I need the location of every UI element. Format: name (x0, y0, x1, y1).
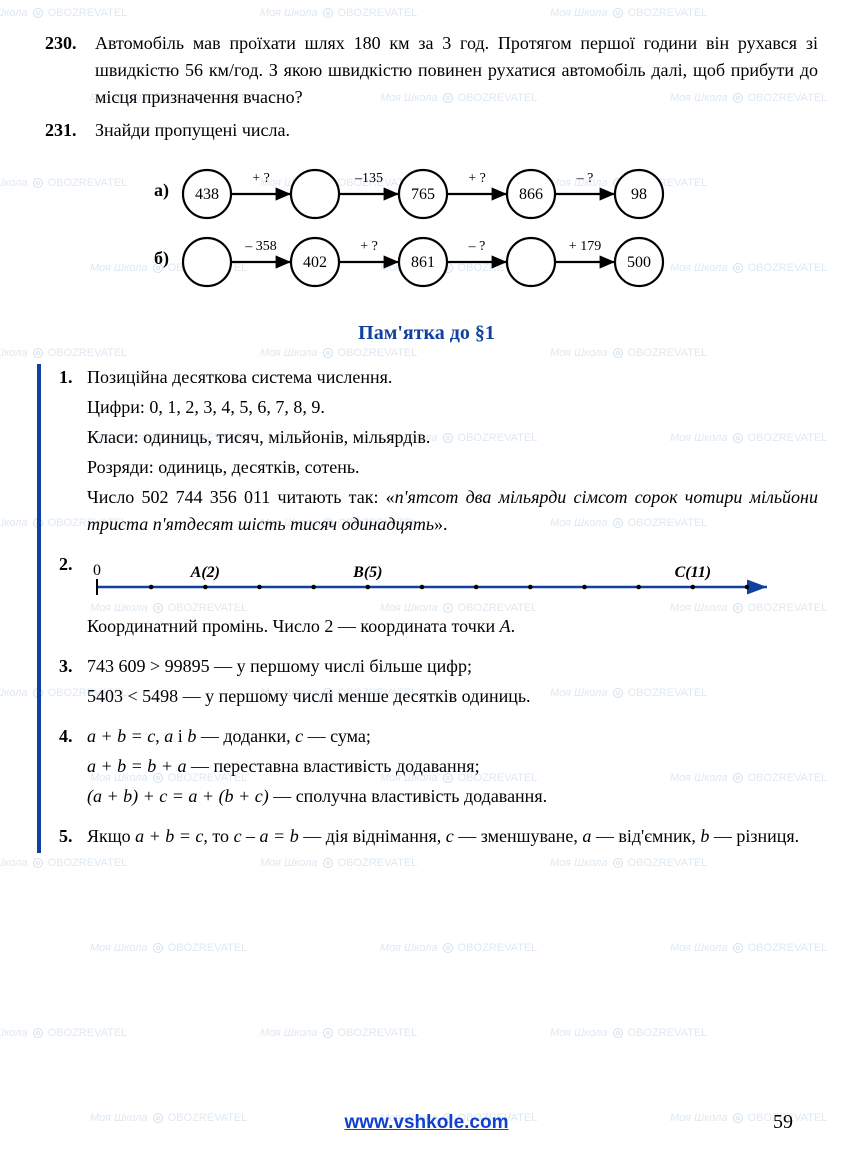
memo-section: 1. Позиційна десяткова система числення.… (37, 364, 818, 853)
problem-number: 230. (35, 30, 95, 111)
svg-text:A(2): A(2) (190, 564, 220, 581)
svg-text:– 358: – 358 (244, 239, 277, 254)
line: Позиційна десяткова система числення. (87, 364, 818, 391)
line: Координатний промінь. Число 2 — координа… (87, 613, 818, 640)
memo-item-1: 1. Позиційна десяткова система числення.… (59, 364, 818, 541)
line: 5403 < 5498 — у першому числі менше деся… (87, 683, 818, 710)
var: c (295, 726, 303, 746)
memo-num: 1. (59, 364, 87, 541)
chain-a-label: а) (154, 177, 169, 204)
svg-text:–135: –135 (354, 171, 383, 186)
italic-text: A (500, 616, 511, 636)
svg-text:402: 402 (303, 254, 327, 271)
text: — сума; (303, 726, 371, 746)
line: Якщо a + b = c, то c – a = b — дія відні… (87, 823, 818, 850)
memo-text: 0 A(2) B(5) C(11) Координатний промінь. Чис… (87, 551, 818, 643)
line: (a + b) + c = a + (b + c) — сполучна вла… (87, 783, 818, 810)
problem-231: 231. Знайди пропущені числа. (35, 117, 818, 144)
memo-text: Позиційна десяткова система числення. Ци… (87, 364, 818, 541)
text: , то (203, 826, 233, 846)
svg-text:+ ?: + ? (252, 171, 270, 186)
memo-text: 743 609 > 99895 — у першому числі більше… (87, 653, 818, 713)
text: — сполучна властивість додавання. (269, 786, 547, 806)
line: a + b = b + a — переставна властивість д… (87, 753, 818, 780)
svg-text:438: 438 (195, 186, 219, 203)
var: a (582, 826, 591, 846)
text: Координатний промінь. Число 2 — координа… (87, 616, 500, 636)
svg-text:+ ?: + ? (468, 171, 486, 186)
formula: a + b = c (135, 826, 203, 846)
var: c (446, 826, 454, 846)
chain-a-svg: + ? –135 + ? – ? 438 765 866 98 (179, 158, 699, 222)
text: — доданки, (196, 726, 295, 746)
memo-item-5: 5. Якщо a + b = c, то c – a = b — дія ві… (59, 823, 818, 853)
formula: a + b = b + a (87, 756, 186, 776)
svg-text:C(11): C(11) (675, 564, 711, 581)
svg-text:765: 765 (411, 186, 435, 203)
memo-text: a + b = c, a і b — доданки, c — сума; a … (87, 723, 818, 813)
text: — дія віднімання, (299, 826, 446, 846)
text: Число 502 744 356 011 читають так: « (87, 487, 395, 507)
formula: c – a = b (234, 826, 299, 846)
svg-text:– ?: – ? (576, 171, 594, 186)
chain-b-label: б) (154, 245, 169, 272)
formula: (a + b) + c = a + (b + c) (87, 786, 269, 806)
memo-num: 4. (59, 723, 87, 813)
memo-num: 5. (59, 823, 87, 853)
memo-title: Пам'ятка до §1 (35, 318, 818, 348)
problem-text: Знайди пропущені числа. (95, 117, 818, 144)
svg-text:+ ?: + ? (360, 239, 378, 254)
memo-item-4: 4. a + b = c, a і b — доданки, c — сума;… (59, 723, 818, 813)
memo-item-2: 2. 0 A(2) B(5) C(11) Координатний промінь. … (59, 551, 818, 643)
memo-num: 3. (59, 653, 87, 713)
text: — переставна властивість додавання; (186, 756, 479, 776)
chain-b-svg: – 358 + ? – ? + 179 402 861 500 (179, 226, 699, 290)
chain-diagrams: а) + ?–135+ ?– ?43876586698 б) – 358+ ?–… (35, 158, 818, 290)
line: Цифри: 0, 1, 2, 3, 4, 5, 6, 7, 8, 9. (87, 394, 818, 421)
text: — зменшуване, (454, 826, 583, 846)
svg-text:B(5): B(5) (352, 564, 382, 581)
line: Класи: одиниць, тисяч, мільйонів, мільяр… (87, 424, 818, 451)
text: ». (434, 514, 448, 534)
svg-text:– ?: – ? (468, 239, 486, 254)
var: a (164, 726, 173, 746)
text: — різниця. (709, 826, 799, 846)
memo-text: Якщо a + b = c, то c – a = b — дія відні… (87, 823, 818, 853)
var: b (187, 726, 196, 746)
svg-text:866: 866 (519, 186, 543, 203)
svg-text:+ 179: + 179 (569, 239, 601, 254)
memo-num: 2. (59, 551, 87, 643)
svg-text:0: 0 (93, 562, 101, 579)
line: Розряди: одиниць, десятків, сотень. (87, 454, 818, 481)
text: — від'ємник, (591, 826, 700, 846)
line: Число 502 744 356 011 читають так: «п'ят… (87, 484, 818, 538)
line: a + b = c, a і b — доданки, c — сума; (87, 723, 818, 750)
footer-url[interactable]: www.vshkole.com (0, 1109, 853, 1138)
svg-text:98: 98 (631, 186, 647, 203)
line: 743 609 > 99895 — у першому числі більше… (87, 653, 818, 680)
text: і (173, 726, 187, 746)
svg-text:500: 500 (627, 254, 651, 271)
text: Якщо (87, 826, 135, 846)
text: , (155, 726, 164, 746)
svg-text:861: 861 (411, 254, 435, 271)
numberline-svg: 0 A(2) B(5) C(11) (87, 557, 787, 603)
problem-230: 230. Автомобіль мав проїхати шлях 180 км… (35, 30, 818, 111)
problem-number: 231. (35, 117, 95, 144)
problem-text: Автомобіль мав проїхати шлях 180 км за 3… (95, 30, 818, 111)
formula: a + b = c (87, 726, 155, 746)
text: . (511, 616, 516, 636)
memo-item-3: 3. 743 609 > 99895 — у першому числі біл… (59, 653, 818, 713)
page-number: 59 (773, 1107, 793, 1137)
